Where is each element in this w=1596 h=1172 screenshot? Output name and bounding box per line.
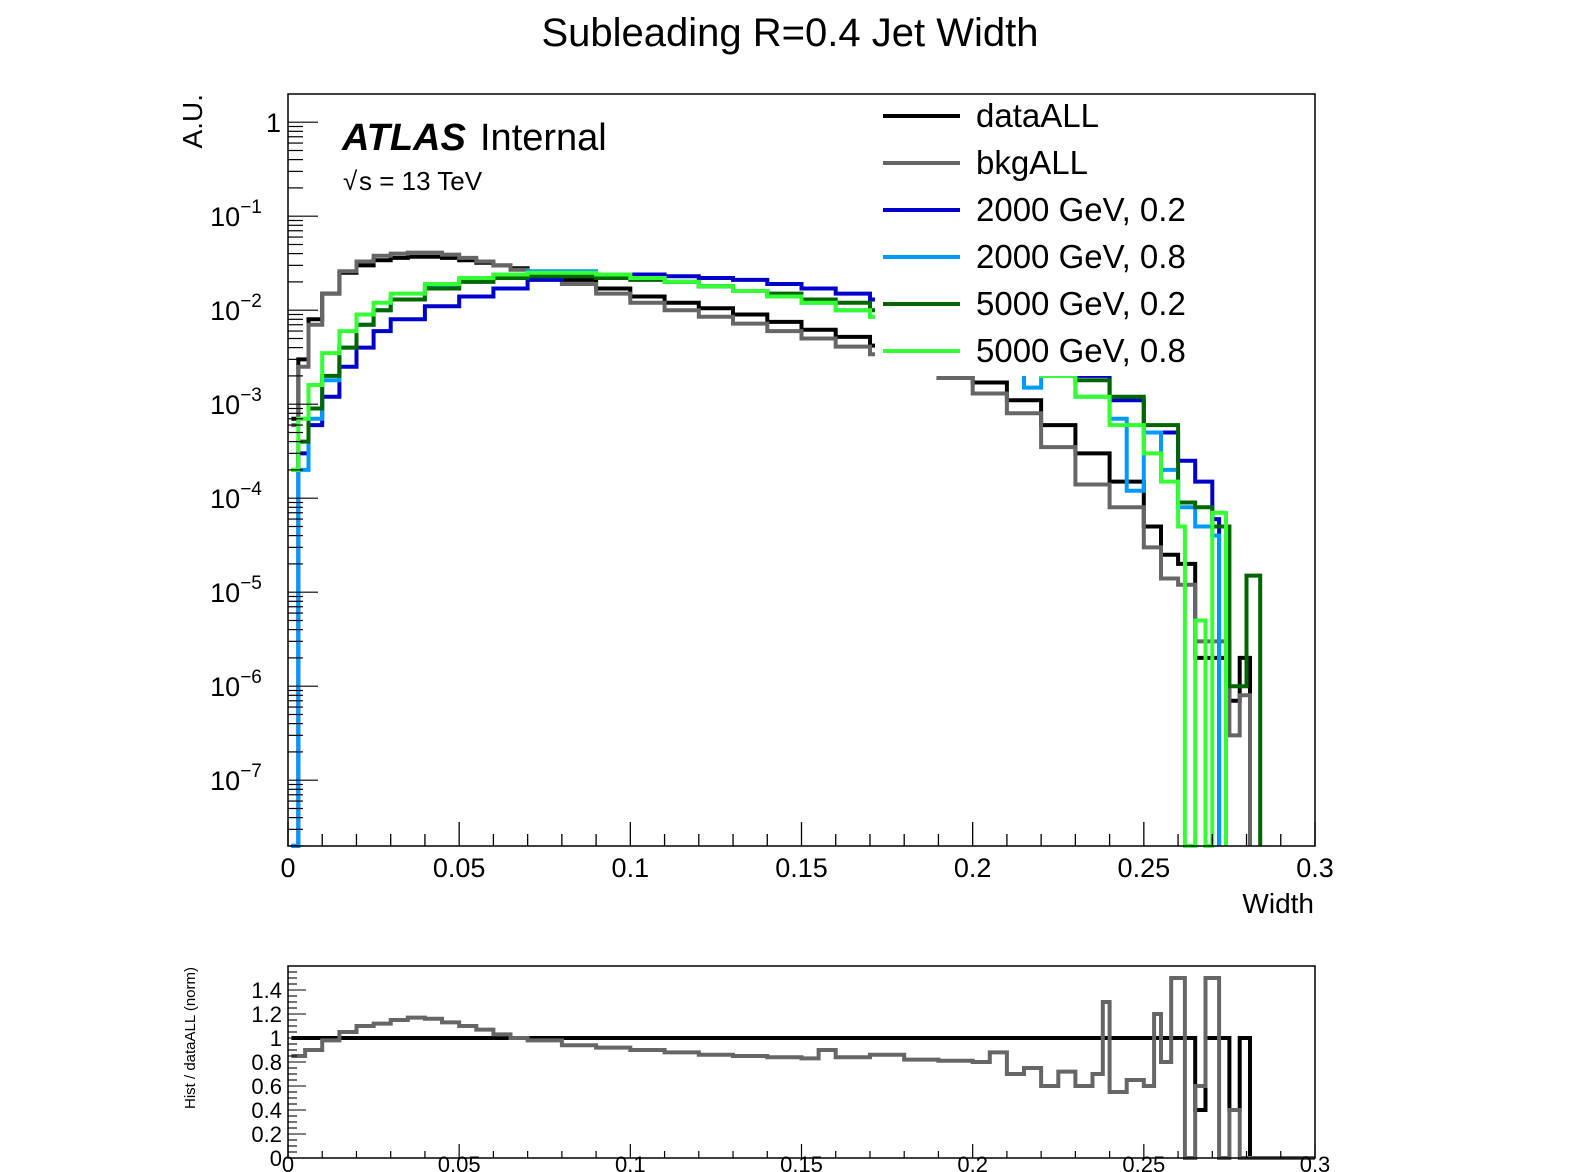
ratio-y-tick-label: 1.2 [251,1002,282,1027]
ratio-x-axis: 0 0.05 0.1 0.15 0.2 0.25 0.3 [282,1144,1330,1172]
legend-label-dataall: dataALL [976,97,1099,134]
ratio-x-tick-label: 0.15 [780,1152,823,1172]
ratio-x-tick-label: 0.1 [615,1152,646,1172]
legend-label-2000-gev-0-8: 2000 GeV, 0.8 [976,238,1186,275]
ratio-y-tick-label: 0.8 [251,1050,282,1075]
ratio-y-axis: 00.20.40.60.811.21.4 [251,965,306,1171]
y-tick-label: 10−6 [210,667,262,702]
ratio-x-tick-label: 0.25 [1122,1152,1165,1172]
ratio-y-tick-label: 1.4 [251,978,282,1003]
y-tick-label: 10−2 [210,291,262,326]
x-tick-label: 0.1 [612,853,650,883]
main-y-axis-label: A.U. [177,94,208,148]
series-line-dataall [291,254,1252,846]
main-y-axis: 1 10−1 10−2 10−3 10−4 10−5 10−6 10−7 [210,108,318,847]
x-tick-label: 0.3 [1296,853,1334,883]
main-panel: dataALL bkgALL 2000 GeV, 0.2 2000 GeV, 0.8 5… [177,93,1334,919]
ratio-y-tick-label: 0.4 [251,1098,282,1123]
x-tick-label: 0.25 [1118,853,1171,883]
ratio-y-tick-label: 0.2 [251,1122,282,1147]
ratio-x-tick-label: 0.2 [957,1152,988,1172]
ratio-y-axis-label: Hist / dataALL (norm) [182,967,199,1109]
sqrt-symbol: √ [343,166,358,196]
ratio-y-tick-label: 0.6 [251,1074,282,1099]
y-tick-label: 1 [266,108,281,138]
legend-label-5000-gev-0-8: 5000 GeV, 0.8 [976,332,1186,369]
legend-label-bkgall: bkgALL [976,144,1088,181]
legend-box [875,98,1205,376]
ratio-y-tick-label: 1 [270,1026,282,1051]
y-tick-label: 10−3 [210,385,262,420]
main-x-axis: 0 0.05 0.1 0.15 0.2 0.25 0.3 [280,822,1334,883]
legend-label-5000-gev-0-2: 5000 GeV, 0.2 [976,285,1186,322]
main-x-axis-label: Width [1242,888,1314,919]
ratio-panel: 0 0.05 0.1 0.15 0.2 0.25 0.3 00.20.40.60.811.2… [182,965,1330,1172]
ratio-line-bkgall [291,976,1315,1160]
ratio-series-group [291,976,1315,1160]
ratio-x-tick-label: 0 [282,1152,294,1172]
y-tick-label: 10−4 [210,479,262,514]
y-tick-label: 10−1 [210,197,262,232]
ratio-x-tick-label: 0.3 [1300,1152,1331,1172]
main-series-group [291,250,1263,848]
ratio-y-tick-label: 0 [270,1146,282,1171]
internal-label: Internal [480,117,607,159]
y-tick-label: 10−7 [210,761,262,796]
energy-label: s = 13 TeV [359,166,483,196]
x-tick-label: 0.2 [954,853,992,883]
series-line-bkgall [291,250,1252,846]
legend: dataALL bkgALL 2000 GeV, 0.2 2000 GeV, 0.8 5… [875,97,1205,376]
x-tick-label: 0 [280,853,295,883]
y-tick-label: 10−5 [210,573,262,608]
series-line-5000-gev-0-8 [291,270,1228,848]
ratio-x-tick-label: 0.05 [438,1152,481,1172]
atlas-label: ATLAS [341,117,466,159]
x-tick-label: 0.05 [433,853,486,883]
x-tick-label: 0.15 [775,853,828,883]
ratio-line-dataall [291,1036,1315,1160]
legend-label-2000-gev-0-2: 2000 GeV, 0.2 [976,191,1186,228]
chart-title: Subleading R=0.4 Jet Width [542,11,1039,55]
